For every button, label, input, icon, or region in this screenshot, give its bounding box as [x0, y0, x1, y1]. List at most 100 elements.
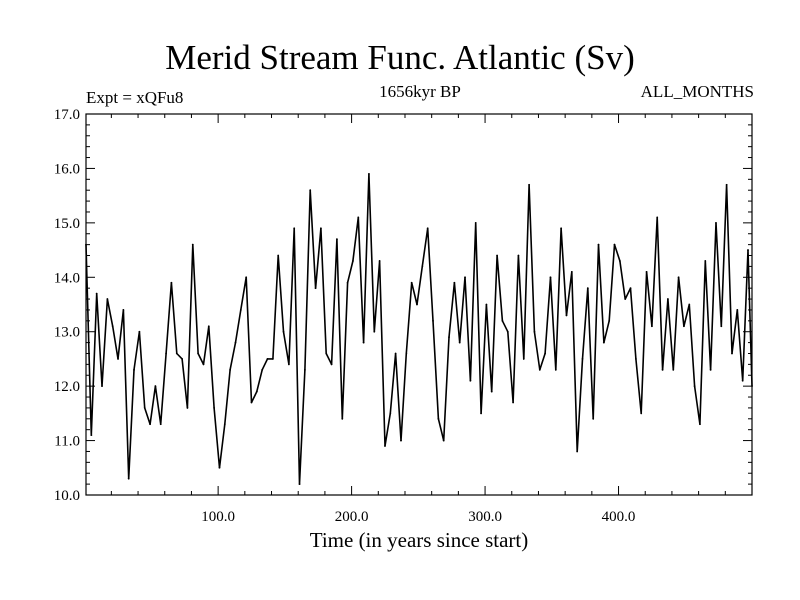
data-point: [426, 227, 429, 230]
data-point: [528, 183, 531, 186]
data-point: [474, 221, 477, 224]
data-point: [544, 352, 547, 355]
data-point: [554, 368, 557, 371]
data-point: [693, 385, 696, 388]
data-point: [293, 227, 296, 230]
data-point: [384, 445, 386, 447]
data-point: [522, 358, 525, 360]
data-point: [186, 407, 189, 409]
data-point: [101, 385, 103, 388]
data-point: [586, 287, 589, 290]
data-point: [287, 363, 290, 366]
data-point: [181, 358, 183, 360]
data-point: [197, 352, 200, 355]
data-point: [432, 319, 434, 322]
data-point: [154, 385, 157, 388]
data-point: [223, 423, 226, 426]
data-point: [624, 298, 627, 300]
data-point: [218, 466, 221, 469]
data-point: [602, 341, 605, 344]
data-point: [255, 390, 258, 393]
data-point: [581, 358, 584, 360]
data-point: [165, 352, 167, 355]
data-point: [442, 439, 445, 442]
data-point: [731, 352, 733, 355]
data-point: [640, 412, 643, 415]
y-tick-label: 10.0: [54, 488, 80, 504]
data-point: [207, 325, 210, 328]
x-tick-label: 100.0: [201, 509, 235, 525]
data-point: [346, 281, 349, 284]
data-point: [368, 172, 370, 175]
data-point: [597, 243, 600, 246]
data-point: [325, 352, 328, 355]
data-point: [751, 385, 753, 388]
data-point: [480, 412, 482, 415]
data-point: [629, 287, 632, 290]
data-point: [570, 270, 573, 273]
data-point: [437, 417, 440, 420]
data-point: [709, 368, 712, 371]
data-point: [149, 423, 151, 426]
data-point: [704, 260, 707, 262]
y-tick-label: 16.0: [54, 161, 80, 177]
data-point: [266, 358, 269, 360]
data-point: [352, 260, 354, 262]
experiment-label: Expt = xQFu8: [86, 88, 184, 107]
data-point: [122, 309, 125, 311]
data-point: [656, 216, 659, 219]
data-point: [517, 254, 520, 257]
data-point: [95, 292, 98, 295]
y-tick-label: 11.0: [54, 434, 80, 450]
data-point: [202, 363, 205, 366]
data-point: [191, 243, 194, 246]
data-point: [170, 281, 173, 284]
x-tick-label: 200.0: [335, 509, 369, 525]
data-point: [688, 303, 691, 306]
data-point: [538, 368, 541, 371]
data-point: [667, 298, 669, 300]
data-point: [672, 368, 675, 371]
data-point: [501, 319, 504, 322]
data-point: [469, 379, 472, 382]
data-point: [277, 254, 280, 257]
data-point: [736, 309, 739, 311]
axis-ticks: 10.0 11.0 12.0 13.0 14.0 15.0 16.0 17.0 100.0 200…: [54, 107, 752, 525]
data-point: [336, 238, 338, 241]
data-point: [250, 401, 253, 404]
data-point: [117, 358, 119, 360]
data-point: [512, 401, 514, 404]
data-point: [127, 477, 130, 480]
data-point: [133, 368, 135, 371]
data-point: [373, 330, 376, 333]
data-point: [400, 439, 402, 442]
y-tick-label: 14.0: [54, 270, 80, 286]
data-point: [421, 265, 424, 268]
data-point: [416, 303, 418, 306]
data-point: [271, 358, 274, 360]
data-point: [138, 330, 141, 333]
months-label: ALL_MONTHS: [640, 82, 754, 101]
data-point: [314, 287, 317, 290]
data-point: [309, 189, 312, 192]
data-point: [85, 243, 87, 246]
data-point: [106, 298, 109, 300]
chart-title: Merid Stream Func. Atlantic (Sv): [165, 38, 635, 77]
data-point: [234, 341, 237, 344]
data-point: [715, 221, 717, 224]
y-tick-label: 17.0: [54, 107, 80, 123]
data-point: [661, 368, 664, 371]
data-point: [175, 352, 178, 355]
x-tick-label: 300.0: [468, 509, 502, 525]
data-point: [405, 352, 408, 355]
data-point: [485, 303, 488, 306]
x-axis-label: Time (in years since start): [309, 528, 529, 552]
data-point: [506, 330, 509, 333]
y-tick-label: 12.0: [54, 379, 80, 395]
plot-frame: [85, 113, 753, 496]
data-point: [378, 260, 381, 262]
data-point: [320, 227, 322, 230]
data-point: [303, 368, 306, 371]
